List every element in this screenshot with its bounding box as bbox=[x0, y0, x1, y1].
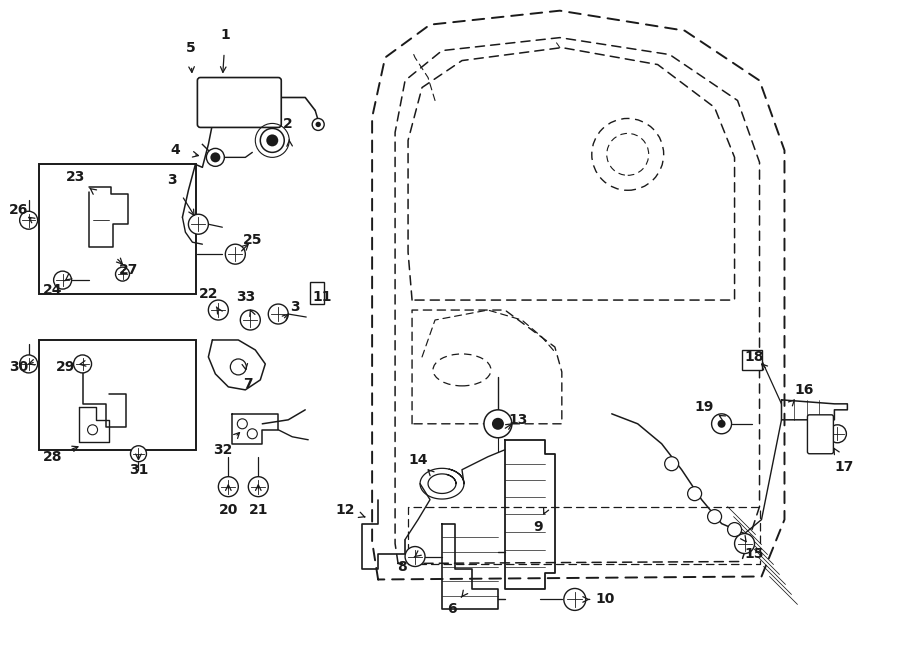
Circle shape bbox=[54, 271, 72, 289]
Text: 17: 17 bbox=[834, 459, 854, 474]
Circle shape bbox=[688, 487, 702, 500]
Circle shape bbox=[225, 244, 246, 264]
Text: 30: 30 bbox=[9, 360, 28, 374]
FancyBboxPatch shape bbox=[742, 350, 761, 370]
Text: 21: 21 bbox=[248, 502, 268, 516]
Circle shape bbox=[563, 589, 586, 610]
Text: 22: 22 bbox=[199, 287, 218, 301]
Circle shape bbox=[316, 122, 321, 127]
Text: 18: 18 bbox=[745, 350, 764, 364]
Text: 33: 33 bbox=[236, 290, 255, 304]
Text: 10: 10 bbox=[595, 592, 615, 606]
Circle shape bbox=[492, 418, 504, 430]
Circle shape bbox=[20, 211, 38, 229]
Circle shape bbox=[734, 534, 754, 553]
FancyBboxPatch shape bbox=[310, 282, 324, 304]
Circle shape bbox=[115, 267, 130, 281]
Circle shape bbox=[312, 118, 324, 130]
Circle shape bbox=[707, 510, 722, 524]
Circle shape bbox=[717, 420, 725, 428]
Circle shape bbox=[248, 477, 268, 496]
Circle shape bbox=[260, 128, 284, 152]
Circle shape bbox=[219, 477, 238, 496]
Text: 13: 13 bbox=[508, 413, 527, 427]
Text: 3: 3 bbox=[167, 173, 177, 187]
Circle shape bbox=[20, 355, 38, 373]
FancyBboxPatch shape bbox=[807, 415, 833, 453]
Text: 15: 15 bbox=[745, 547, 764, 561]
Circle shape bbox=[266, 134, 278, 146]
Text: 2: 2 bbox=[284, 117, 293, 132]
Circle shape bbox=[206, 148, 224, 166]
Circle shape bbox=[828, 425, 846, 443]
Text: 8: 8 bbox=[397, 559, 407, 573]
Text: 29: 29 bbox=[56, 360, 76, 374]
Text: 26: 26 bbox=[9, 203, 29, 217]
Circle shape bbox=[209, 300, 229, 320]
Text: 27: 27 bbox=[119, 263, 139, 277]
Text: 5: 5 bbox=[185, 40, 195, 54]
Circle shape bbox=[240, 310, 260, 330]
Text: 14: 14 bbox=[409, 453, 428, 467]
Text: 24: 24 bbox=[43, 283, 62, 297]
Circle shape bbox=[230, 359, 247, 375]
Circle shape bbox=[188, 214, 209, 234]
Text: 32: 32 bbox=[212, 443, 232, 457]
Circle shape bbox=[665, 457, 679, 471]
Circle shape bbox=[268, 304, 288, 324]
Text: 3: 3 bbox=[291, 300, 300, 314]
Text: 23: 23 bbox=[66, 170, 86, 184]
Text: 28: 28 bbox=[43, 449, 62, 464]
Text: 1: 1 bbox=[220, 28, 230, 42]
Text: 7: 7 bbox=[244, 377, 253, 391]
Text: 20: 20 bbox=[219, 502, 238, 516]
Circle shape bbox=[484, 410, 512, 438]
Circle shape bbox=[712, 414, 732, 434]
Text: 6: 6 bbox=[447, 602, 457, 616]
Text: 31: 31 bbox=[129, 463, 148, 477]
Text: 25: 25 bbox=[243, 233, 262, 247]
Text: 16: 16 bbox=[795, 383, 815, 397]
Text: 12: 12 bbox=[336, 502, 355, 516]
Circle shape bbox=[130, 446, 147, 461]
FancyBboxPatch shape bbox=[197, 77, 282, 127]
Text: 4: 4 bbox=[170, 144, 180, 158]
Text: 11: 11 bbox=[312, 290, 332, 304]
Circle shape bbox=[405, 547, 425, 567]
Circle shape bbox=[74, 355, 92, 373]
Circle shape bbox=[211, 152, 220, 162]
Text: 9: 9 bbox=[533, 520, 543, 534]
Text: 19: 19 bbox=[695, 400, 715, 414]
Circle shape bbox=[727, 522, 742, 537]
